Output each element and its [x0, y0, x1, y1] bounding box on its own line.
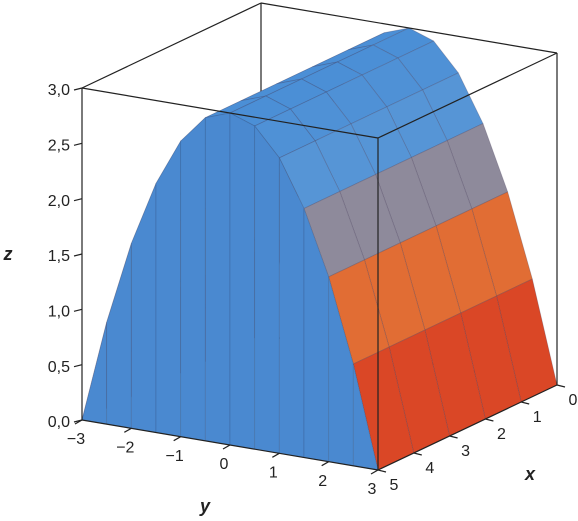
y-tick — [272, 452, 280, 458]
side-face — [204, 112, 231, 446]
y-tick-label: −1 — [166, 448, 184, 465]
side-face — [180, 116, 206, 442]
x-axis-label: x — [524, 464, 536, 484]
side-face — [155, 139, 182, 438]
y-tick-label: 3 — [368, 481, 377, 498]
side-face — [81, 322, 108, 425]
x-tick — [521, 401, 530, 405]
z-tick-label: 2,0 — [48, 193, 70, 210]
x-tick — [377, 469, 387, 473]
z-tick-label: 2,5 — [48, 138, 70, 155]
box-edge — [81, 87, 379, 139]
x-tick — [413, 452, 422, 456]
y-tick-label: −3 — [67, 431, 85, 448]
z-tick-label: 3,0 — [48, 82, 70, 99]
y-tick — [124, 427, 132, 433]
x-tick-label: 2 — [497, 426, 506, 443]
side-face — [229, 112, 256, 450]
z-axis-label: z — [3, 244, 13, 264]
box-edge — [260, 2, 558, 54]
z-tick — [73, 87, 83, 91]
x-tick — [449, 435, 458, 439]
y-tick — [370, 469, 379, 475]
side-face — [254, 124, 280, 454]
y-tick — [173, 436, 181, 442]
y-tick-label: 2 — [318, 473, 327, 490]
side-face — [130, 183, 157, 433]
side-face — [106, 243, 132, 429]
z-tick-label: 1,5 — [48, 248, 70, 265]
y-tick — [74, 419, 83, 425]
x-tick-label: 0 — [569, 392, 578, 409]
side-face — [278, 157, 305, 458]
x-tick-label: 4 — [425, 460, 434, 477]
z-tick — [73, 308, 83, 312]
z-tick — [73, 142, 83, 146]
y-tick — [321, 461, 329, 467]
z-tick-label: 0,0 — [48, 414, 70, 431]
y-tick-label: 0 — [220, 456, 229, 473]
z-tick-label: 1,0 — [48, 304, 70, 321]
x-tick-label: 3 — [461, 443, 470, 460]
box-edge — [377, 52, 558, 139]
z-tick — [73, 364, 83, 368]
x-tick-label: 5 — [390, 477, 399, 494]
z-tick-label: 0,5 — [48, 359, 70, 376]
box-edge — [81, 2, 262, 89]
x-tick — [485, 418, 494, 422]
z-tick — [73, 253, 83, 257]
x-tick-label: 1 — [533, 409, 542, 426]
box-edge — [377, 384, 558, 471]
y-tick — [222, 444, 231, 450]
z-tick — [73, 198, 83, 202]
y-axis-label: y — [199, 496, 211, 516]
y-tick-label: −2 — [116, 440, 134, 457]
y-tick-label: 1 — [269, 465, 278, 482]
x-tick — [556, 384, 566, 388]
